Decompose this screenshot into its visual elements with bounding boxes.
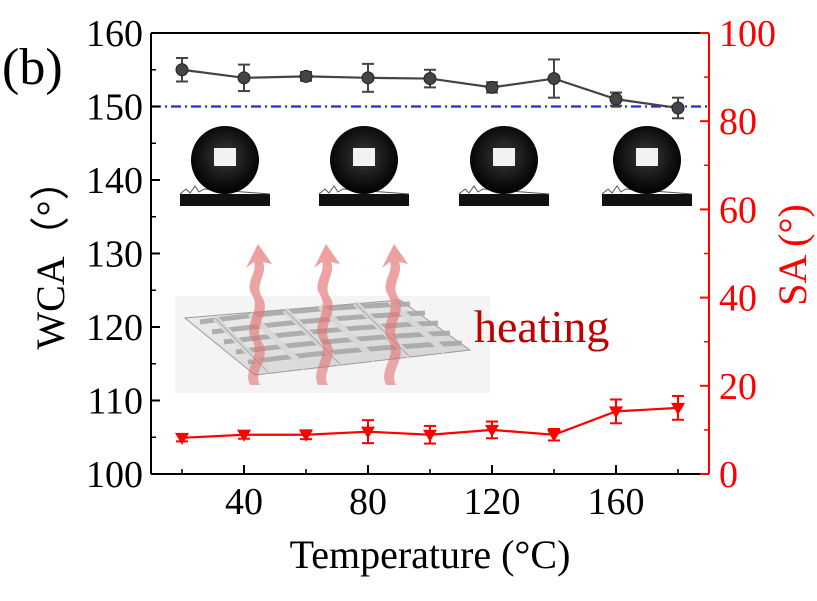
- heat-arrow-2: [314, 244, 340, 385]
- heat-arrow-1: [246, 244, 272, 385]
- substrate: [602, 194, 692, 206]
- droplet-highlight: [636, 148, 658, 166]
- data-point: [671, 402, 685, 415]
- panel-label: (b): [2, 39, 63, 96]
- data-point: [175, 63, 189, 77]
- data-point: [299, 429, 313, 442]
- data-point: [361, 426, 375, 439]
- data-point: [547, 429, 561, 442]
- axes: [150, 32, 710, 475]
- droplet-photo: [458, 122, 550, 206]
- droplet-photo-insets: [179, 122, 693, 206]
- left-axis-title: WCA（°）: [28, 160, 73, 349]
- left-tick-label: 130: [86, 234, 143, 276]
- right-tick-label: 40: [719, 278, 757, 320]
- right-axis-ticks: 0 20 40 60 80 100: [700, 13, 776, 496]
- right-tick-label: 20: [719, 366, 757, 408]
- x-axis-title: Temperature (°C): [290, 532, 571, 577]
- x-axis-ticks: 40 80 120 160: [181, 465, 679, 523]
- left-tick-label: 160: [86, 13, 143, 55]
- substrate: [180, 194, 270, 206]
- heat-arrow-3: [382, 244, 408, 385]
- data-point: [237, 71, 251, 85]
- left-tick-label: 120: [86, 307, 143, 349]
- substrate: [319, 194, 409, 206]
- droplet-highlight: [214, 148, 236, 166]
- left-tick-label: 100: [86, 454, 143, 496]
- data-point: [237, 429, 251, 442]
- x-tick-label: 40: [225, 481, 263, 523]
- series-sa: [175, 394, 685, 445]
- heating-annotation: heating: [474, 301, 609, 352]
- droplet-highlight: [353, 148, 375, 166]
- droplet-photo: [601, 122, 693, 206]
- heating-arrows: [246, 244, 408, 385]
- x-tick-label: 80: [349, 481, 387, 523]
- data-point: [423, 429, 437, 442]
- x-tick-label: 120: [464, 481, 521, 523]
- right-tick-label: 0: [719, 454, 738, 496]
- substrate: [459, 194, 549, 206]
- data-point: [423, 72, 437, 86]
- left-axis-ticks: 100 110 120 130 140 150 160: [86, 13, 160, 496]
- right-tick-label: 100: [719, 13, 776, 55]
- data-point: [485, 80, 499, 94]
- droplet-highlight: [493, 148, 515, 166]
- x-tick-label: 160: [588, 481, 645, 523]
- data-point: [609, 92, 623, 106]
- series-wca: [175, 56, 685, 120]
- droplet-photo: [318, 122, 410, 206]
- data-point: [175, 432, 189, 445]
- data-point: [361, 71, 375, 85]
- data-point: [299, 69, 313, 83]
- left-tick-label: 140: [86, 160, 143, 202]
- right-tick-label: 80: [719, 101, 757, 143]
- left-tick-label: 150: [86, 87, 143, 129]
- data-point: [671, 101, 685, 115]
- left-tick-label: 110: [87, 381, 143, 423]
- right-tick-label: 60: [719, 189, 757, 231]
- data-point: [547, 72, 561, 86]
- data-point: [609, 406, 623, 419]
- right-axis-title: SA (°): [770, 204, 815, 306]
- fabric-illustration: [175, 244, 490, 393]
- droplet-photo: [179, 122, 271, 206]
- data-point: [485, 424, 499, 437]
